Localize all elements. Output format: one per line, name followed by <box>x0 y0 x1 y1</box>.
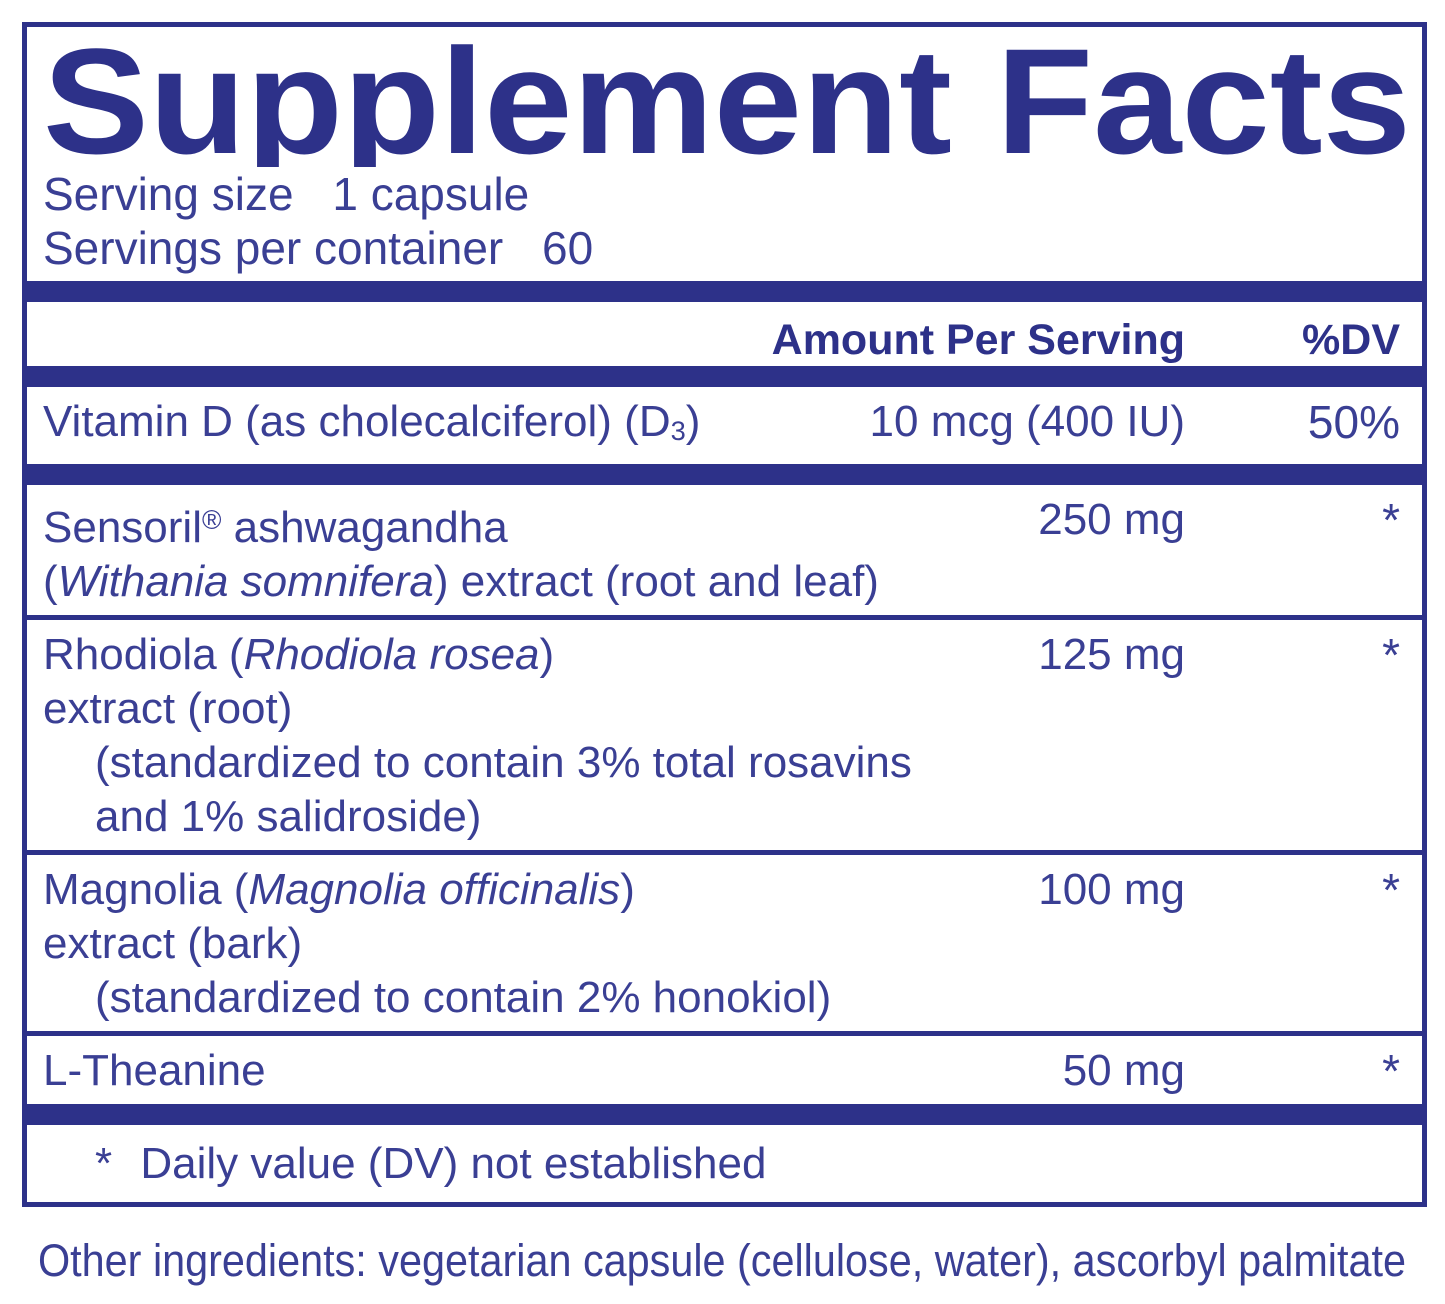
ingredient-dv: 50% <box>1307 396 1400 448</box>
other-ingredients-line: Other ingredients: vegetarian capsule (c… <box>38 1235 1406 1286</box>
standardization-note-line1: (standardized to contain 3% total rosavi… <box>95 738 912 788</box>
latin-name-italic: Magnolia officinalis <box>248 865 621 915</box>
ingredient-name-line2: extract (bark) <box>43 919 303 969</box>
ingredient-name-text: Sensoril <box>43 503 202 553</box>
ingredient-row-sensoril-ashwagandha: Sensoril® ashwagandha (Withania somnifer… <box>43 485 1406 615</box>
thin-divider-rule <box>27 615 1422 621</box>
page-title: Supplement Facts <box>43 41 1411 167</box>
ingredient-row-magnolia: Magnolia (Magnolia officinalis) extract … <box>43 855 1406 1031</box>
latin-name-italic: Rhodiola rosea <box>243 630 540 680</box>
thick-divider-bar <box>27 366 1422 387</box>
thick-divider-bar <box>27 281 1422 302</box>
ingredient-dv: * <box>1382 494 1400 547</box>
ingredient-name: Magnolia (Magnolia officinalis) <box>43 863 1406 917</box>
standardization-note-line1: (standardized to contain 2% honokiol) <box>95 973 832 1023</box>
ingredient-name-line2: extract (root) <box>43 684 293 734</box>
supplement-facts-panel: Supplement Facts Serving size 1 capsule … <box>22 22 1427 1207</box>
servings-per-container-line: Servings per container 60 <box>43 221 1406 275</box>
ingredient-name-text: ) <box>685 397 701 446</box>
dv-footnote: * Daily value (DV) not established <box>43 1125 1406 1191</box>
ingredient-amount: 50 mg <box>1062 1046 1185 1096</box>
thin-divider-rule <box>27 850 1422 856</box>
amount-per-serving-header: Amount Per Serving <box>771 316 1185 364</box>
subscript-3: 3 <box>670 415 686 447</box>
supplement-facts-title: Supplement Facts <box>43 41 1411 167</box>
ingredient-name: Rhodiola (Rhodiola rosea) <box>43 628 1406 682</box>
thick-divider-bar <box>27 464 1422 486</box>
ingredient-row-l-theanine: L-Theanine 50 mg * <box>43 1036 1406 1104</box>
ingredient-name-text: ) extract (root and leaf) <box>433 557 879 607</box>
ingredient-dv: * <box>1382 864 1400 917</box>
registered-trademark-symbol: ® <box>201 505 222 536</box>
ingredient-amount: 250 mg <box>1038 495 1185 545</box>
ingredient-name: L-Theanine <box>43 1046 266 1096</box>
latin-name-italic: Withania somnifera <box>57 557 434 607</box>
ingredient-amount: 100 mg <box>1038 865 1185 915</box>
footnote-text: Daily value (DV) not established <box>140 1139 767 1189</box>
ingredient-name-line2: (Withania somnifera) extract (root and l… <box>43 555 1406 609</box>
thin-divider-rule <box>27 1031 1422 1037</box>
ingredient-name-text: Vitamin D (as cholecalciferol) (D <box>43 397 671 446</box>
ingredient-amount: 10 mcg (400 IU) <box>869 397 1185 446</box>
ingredient-row-rhodiola: Rhodiola (Rhodiola rosea) extract (root)… <box>43 620 1406 850</box>
ingredient-name-text: Rhodiola ( <box>43 630 244 680</box>
percent-dv-header: %DV <box>1302 316 1400 364</box>
ingredient-name-text: ) <box>620 865 635 915</box>
serving-size-value: 1 capsule <box>332 168 530 220</box>
ingredient-name: Vitamin D (as cholecalciferol) (D3) <box>43 395 1406 458</box>
serving-size-line: Serving size 1 capsule <box>43 167 1406 221</box>
column-headers-row: Amount Per Serving %DV <box>43 302 1406 366</box>
servings-per-container-value: 60 <box>542 222 594 274</box>
ingredient-dv: * <box>1382 629 1400 682</box>
ingredient-name-text: ashwagandha <box>221 503 508 553</box>
ingredient-name-text: Magnolia ( <box>43 865 249 915</box>
thick-divider-bar <box>27 1104 1422 1126</box>
ingredient-name-text: ) <box>539 630 555 680</box>
ingredient-row-vitamin-d: Vitamin D (as cholecalciferol) (D3) 10 m… <box>43 387 1406 464</box>
ingredient-name: Sensoril® ashwagandha <box>43 493 1406 555</box>
other-ingredients-text: Other ingredients: vegetarian capsule (c… <box>38 1235 1406 1286</box>
ingredient-dv: * <box>1382 1045 1400 1098</box>
ingredient-name-text: ( <box>43 557 58 607</box>
ingredient-amount: 125 mg <box>1038 630 1185 680</box>
serving-size-label: Serving size <box>43 168 294 220</box>
footnote-asterisk: * <box>95 1139 113 1189</box>
servings-per-container-label: Servings per container <box>43 222 504 274</box>
standardization-note-line2: and 1% salidroside) <box>95 792 482 842</box>
